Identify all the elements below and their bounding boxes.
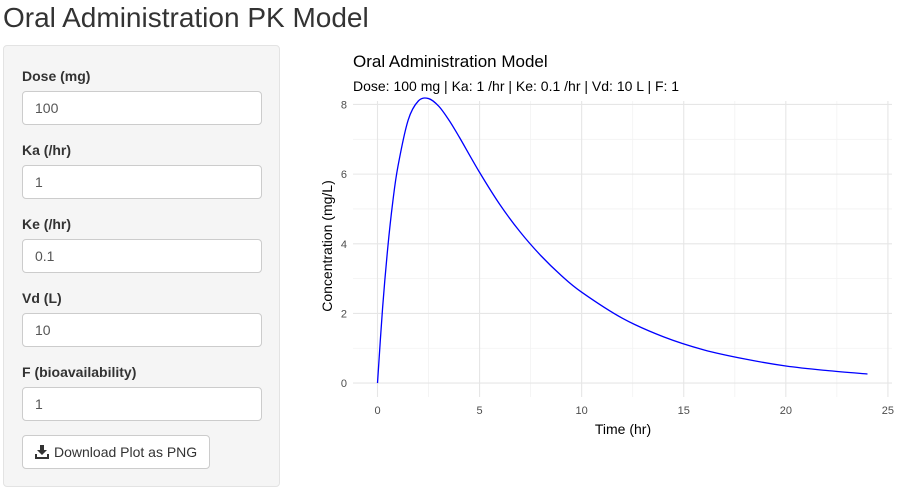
y-tick-label: 6 [341,169,347,181]
chart-subtitle: Dose: 100 mg | Ka: 1 /hr | Ke: 0.1 /hr |… [353,78,679,94]
ke-label: Ke (/hr) [22,216,71,232]
concentration-curve [378,98,868,383]
ke-input[interactable] [22,239,262,273]
page-title: Oral Administration PK Model [3,1,369,35]
x-tick-label: 15 [678,405,690,417]
y-tick-label: 0 [341,378,347,390]
vd-input[interactable] [22,313,262,347]
y-tick-label: 2 [341,308,347,320]
bioavailability-input[interactable] [22,387,262,421]
y-tick-label: 8 [341,99,347,111]
chart-title: Oral Administration Model [353,52,548,71]
grid-lines [353,101,892,397]
pk-chart: Oral Administration Model Dose: 100 mg |… [300,45,900,495]
ka-input[interactable] [22,165,262,199]
input-sidebar: Dose (mg) Ka (/hr) Ke (/hr) Vd (L) F (bi… [3,45,280,487]
y-axis-title: Concentration (mg/L) [319,180,335,312]
dose-input[interactable] [22,91,262,125]
x-tick-label: 5 [477,405,483,417]
download-plot-button[interactable]: Download Plot as PNG [22,435,210,469]
y-tick-label: 4 [341,239,347,251]
vd-label: Vd (L) [22,290,62,306]
x-axis-title: Time (hr) [595,421,651,437]
bioavailability-label: F (bioavailability) [22,364,136,380]
download-icon [35,445,49,459]
x-tick-label: 20 [780,405,792,417]
plot-area: Oral Administration Model Dose: 100 mg |… [300,45,900,495]
download-button-label: Download Plot as PNG [54,444,197,460]
x-tick-label: 0 [374,405,380,417]
x-tick-label: 10 [576,405,588,417]
ka-label: Ka (/hr) [22,142,71,158]
dose-label: Dose (mg) [22,68,90,84]
x-tick-label: 25 [882,405,894,417]
